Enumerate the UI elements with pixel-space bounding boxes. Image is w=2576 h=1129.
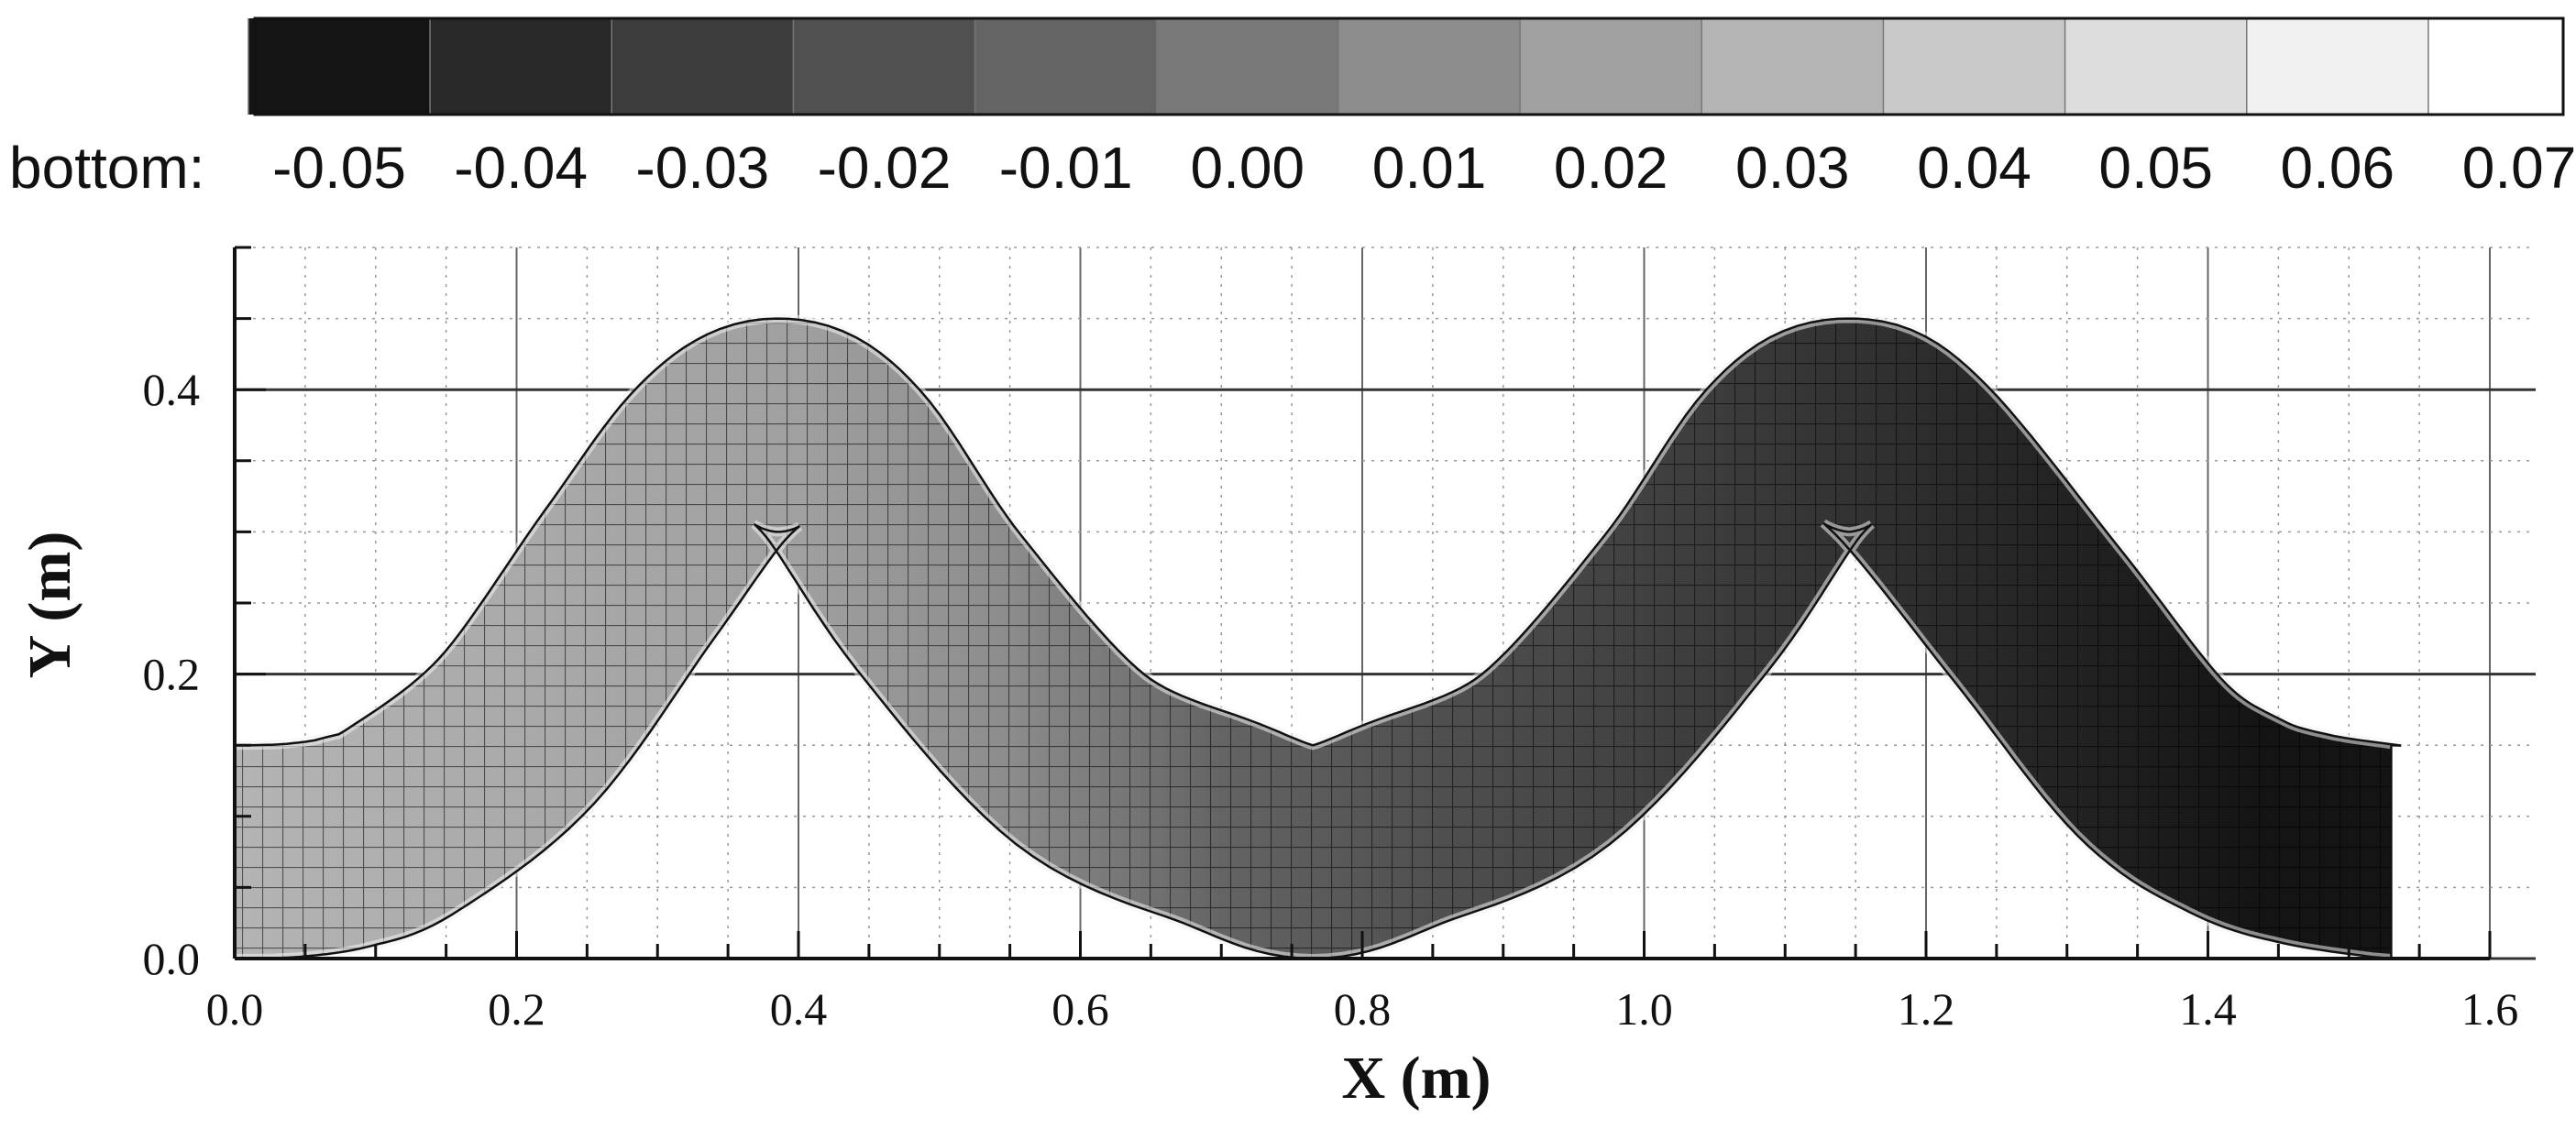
colorbar-tick-label: -0.01 xyxy=(999,135,1133,201)
colorbar-cell xyxy=(2246,18,2428,115)
x-tick-label: 1.6 xyxy=(2461,983,2519,1035)
y-tick-label: 0.0 xyxy=(143,933,201,984)
channel-region xyxy=(235,313,2402,959)
colorbar-tick-label: -0.05 xyxy=(272,135,406,201)
x-tick-label: 1.0 xyxy=(1615,983,1673,1035)
colorbar-frame xyxy=(253,16,2565,116)
x-tick-label: 0.4 xyxy=(770,983,828,1035)
x-tick-label: 0.0 xyxy=(206,983,264,1035)
colorbar-tick-label: -0.02 xyxy=(818,135,952,201)
colorbar-tick-label: 0.01 xyxy=(1372,135,1487,201)
y-tick-label: 0.2 xyxy=(143,649,201,700)
x-tick-label: 0.8 xyxy=(1334,983,1392,1035)
channel-mesh xyxy=(235,318,2402,959)
x-tick-labels: 0.0 0.2 0.4 0.6 0.8 1.0 1.2 1.4 1.6 xyxy=(206,983,2519,1035)
colorbar-tick-label: 0.00 xyxy=(1191,135,1305,201)
colorbar-cell xyxy=(2427,18,2576,115)
colorbar-tick-label: 0.05 xyxy=(2098,135,2213,201)
colorbar-cell xyxy=(974,18,1157,115)
colorbar-tick-label: 0.03 xyxy=(1735,135,1850,201)
colorbar-cell xyxy=(248,18,431,115)
colorbar-title: bottom: xyxy=(9,135,204,201)
colorbar-cell xyxy=(1883,18,2065,115)
colorbar-tick-label: 0.02 xyxy=(1554,135,1668,201)
y-tick-labels: 0.0 0.2 0.4 xyxy=(143,364,201,984)
colorbar-labels: -0.05 -0.04 -0.03 -0.02 -0.01 0.00 0.01 0.02 0.0… xyxy=(272,135,2576,201)
colorbar-tick-label: 0.06 xyxy=(2281,135,2395,201)
colorbar-cell xyxy=(1520,18,1702,115)
y-tick-label: 0.4 xyxy=(143,364,201,415)
x-tick-label: 0.2 xyxy=(488,983,545,1035)
colorbar-cell xyxy=(793,18,975,115)
colorbar-cell xyxy=(1156,18,1338,115)
y-axis-label: Y (m) xyxy=(17,532,83,679)
x-tick-label: 1.4 xyxy=(2179,983,2237,1035)
colorbar-tick-label: -0.03 xyxy=(635,135,769,201)
colorbar-cell xyxy=(2064,18,2247,115)
colorbar-tick-label: -0.04 xyxy=(454,135,588,201)
x-tick-label: 1.2 xyxy=(1898,983,1955,1035)
plot-axes xyxy=(233,246,2492,960)
colorbar-cell xyxy=(611,18,794,115)
colorbar-cell xyxy=(1338,18,1521,115)
colorbar-cell xyxy=(1701,18,1884,115)
colorbar-tick-label: 0.07 xyxy=(2462,135,2576,201)
colorbar-tick-label: 0.04 xyxy=(1917,135,2031,201)
colorbar xyxy=(248,16,2576,116)
x-axis-label: X (m) xyxy=(1341,1045,1491,1112)
colorbar-cell xyxy=(430,18,612,115)
x-tick-label: 0.6 xyxy=(1051,983,1109,1035)
